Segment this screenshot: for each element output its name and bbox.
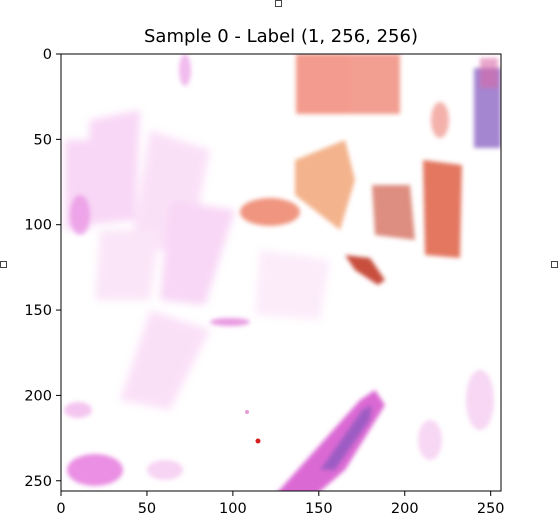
left-salmon-patch: [240, 198, 300, 226]
right-salmon-field: [423, 160, 462, 258]
purple-strip: [474, 58, 501, 148]
pink-field-4: [95, 230, 160, 300]
chart-title: Sample 0 - Label (1, 256, 256): [144, 26, 418, 47]
magenta-patches: [64, 54, 494, 486]
x-tick-label: 100: [219, 501, 247, 517]
diagonal-blob: [278, 390, 385, 491]
x-tick-label: 0: [56, 501, 65, 517]
pink-field-texture: [65, 110, 330, 410]
magenta-patch-7: [466, 370, 494, 430]
magenta-patch-5: [179, 54, 191, 86]
center-salmon-field: [295, 140, 355, 230]
x-tick-label: 250: [477, 501, 505, 517]
pink-field-5: [120, 310, 210, 410]
y-axis: 0 50 100 150 200 250: [24, 47, 61, 490]
magenta-patch-1: [70, 195, 90, 235]
red-dot: [255, 438, 261, 444]
upper-right-salmon-patch: [431, 102, 449, 138]
y-tick-label: 150: [24, 303, 52, 319]
resize-handle-left[interactable]: [0, 261, 7, 268]
image-area: [61, 54, 501, 491]
pink-field-1: [85, 110, 140, 225]
y-tick-label: 200: [24, 388, 52, 404]
magenta-patch-4: [210, 318, 250, 326]
magenta-patch-3: [64, 402, 92, 418]
salmon-fields: [240, 54, 462, 285]
axes-frame: [60, 53, 502, 492]
resize-handle-right[interactable]: [551, 261, 558, 268]
magenta-patch-8: [418, 420, 442, 460]
purple-strip-pink: [480, 58, 498, 88]
y-tick-label: 250: [24, 474, 52, 490]
magenta-patch-6: [147, 460, 183, 480]
dark-leaf-patch: [345, 255, 385, 285]
x-axis: 0 50 100 150 200 250: [56, 491, 505, 517]
top-salmon-field-light: [350, 54, 400, 114]
x-tick-label: 150: [305, 501, 333, 517]
x-tick-label: 200: [391, 501, 419, 517]
magenta-patch-2: [67, 454, 123, 486]
y-tick-label: 50: [34, 132, 52, 148]
pink-field-3: [160, 200, 235, 305]
y-tick-label: 0: [43, 47, 52, 63]
resize-handle-top[interactable]: [275, 0, 282, 7]
diagonal-blob-inner: [320, 405, 372, 470]
pink-dot: [245, 410, 249, 414]
pink-field-7: [255, 250, 330, 320]
y-tick-label: 100: [24, 218, 52, 234]
middle-salmon-field: [372, 185, 415, 240]
x-tick-label: 50: [138, 501, 156, 517]
